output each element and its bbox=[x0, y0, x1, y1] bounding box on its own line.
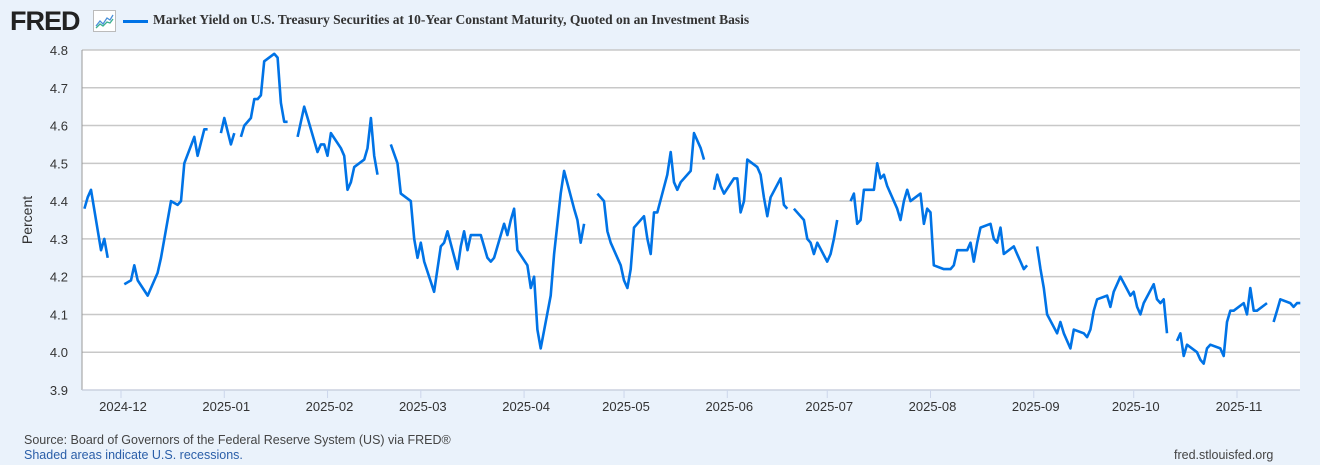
chart-title: Market Yield on U.S. Treasury Securities… bbox=[153, 12, 750, 27]
y-tick-label: 4.3 bbox=[50, 232, 68, 247]
y-tick-label: 4.4 bbox=[50, 194, 68, 209]
x-tick-label: 2024-12 bbox=[99, 399, 147, 414]
series-line-segment bbox=[712, 158, 789, 218]
series-line-segment bbox=[1272, 297, 1301, 323]
y-tick-label: 4.0 bbox=[50, 345, 68, 360]
y-tick-label: 3.9 bbox=[50, 383, 68, 398]
y-tick-label: 4.1 bbox=[50, 307, 68, 322]
series-line-segment bbox=[1175, 286, 1268, 365]
x-tick-label: 2025-03 bbox=[399, 399, 447, 414]
series-line-segment bbox=[83, 188, 109, 259]
plot-area bbox=[82, 50, 1300, 390]
series-line-segment bbox=[239, 52, 288, 138]
series-line-segment bbox=[792, 207, 839, 263]
series-line-segment bbox=[849, 162, 1029, 271]
x-tick-label: 2025-10 bbox=[1112, 399, 1160, 414]
recessions-link[interactable]: Shaded areas indicate U.S. recessions. bbox=[24, 448, 243, 462]
source-note: Source: Board of Governors of the Federa… bbox=[24, 433, 451, 447]
series-line-segment bbox=[296, 105, 379, 192]
x-tick-label: 2025-07 bbox=[805, 399, 853, 414]
series-line-segment bbox=[389, 143, 586, 350]
x-tick-label: 2025-01 bbox=[202, 399, 250, 414]
legend-series-swatch bbox=[123, 20, 148, 23]
series-line-segment bbox=[1035, 246, 1169, 350]
series-line-segment bbox=[123, 128, 208, 297]
x-tick-label: 2025-06 bbox=[705, 399, 753, 414]
line-chart-icon bbox=[93, 10, 116, 32]
x-tick-label: 2025-08 bbox=[909, 399, 957, 414]
series-line-segment bbox=[219, 116, 236, 146]
y-tick-label: 4.7 bbox=[50, 81, 68, 96]
y-tick-label: 4.2 bbox=[50, 270, 68, 285]
y-tick-label: 4.8 bbox=[50, 43, 68, 58]
y-tick-label: 4.6 bbox=[50, 119, 68, 134]
x-tick-label: 2025-11 bbox=[1216, 399, 1263, 414]
fred-logo[interactable]: FRED bbox=[10, 6, 80, 36]
x-tick-label: 2025-02 bbox=[306, 399, 354, 414]
site-url[interactable]: fred.stlouisfed.org bbox=[1174, 448, 1274, 462]
y-tick-label: 4.5 bbox=[50, 156, 68, 171]
x-tick-label: 2025-09 bbox=[1012, 399, 1060, 414]
x-tick-label: 2025-05 bbox=[602, 399, 650, 414]
y-axis-label: Percent bbox=[19, 196, 35, 244]
x-tick-label: 2025-04 bbox=[502, 399, 550, 414]
series-line-segment bbox=[596, 131, 706, 290]
